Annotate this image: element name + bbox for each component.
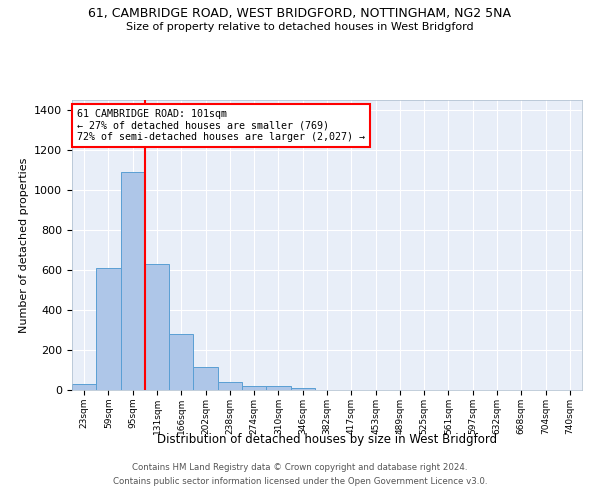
Text: 61, CAMBRIDGE ROAD, WEST BRIDGFORD, NOTTINGHAM, NG2 5NA: 61, CAMBRIDGE ROAD, WEST BRIDGFORD, NOTT… — [89, 8, 511, 20]
Y-axis label: Number of detached properties: Number of detached properties — [19, 158, 29, 332]
Bar — [193, 367, 218, 390]
Bar — [290, 388, 315, 390]
Bar — [145, 264, 169, 390]
Text: Distribution of detached houses by size in West Bridgford: Distribution of detached houses by size … — [157, 432, 497, 446]
Text: Contains HM Land Registry data © Crown copyright and database right 2024.: Contains HM Land Registry data © Crown c… — [132, 464, 468, 472]
Bar — [121, 172, 145, 390]
Bar — [72, 384, 96, 390]
Text: 61 CAMBRIDGE ROAD: 101sqm
← 27% of detached houses are smaller (769)
72% of semi: 61 CAMBRIDGE ROAD: 101sqm ← 27% of detac… — [77, 108, 365, 142]
Bar — [218, 382, 242, 390]
Bar — [266, 386, 290, 390]
Text: Size of property relative to detached houses in West Bridgford: Size of property relative to detached ho… — [126, 22, 474, 32]
Text: Contains public sector information licensed under the Open Government Licence v3: Contains public sector information licen… — [113, 477, 487, 486]
Bar — [96, 268, 121, 390]
Bar — [242, 386, 266, 390]
Bar — [169, 334, 193, 390]
